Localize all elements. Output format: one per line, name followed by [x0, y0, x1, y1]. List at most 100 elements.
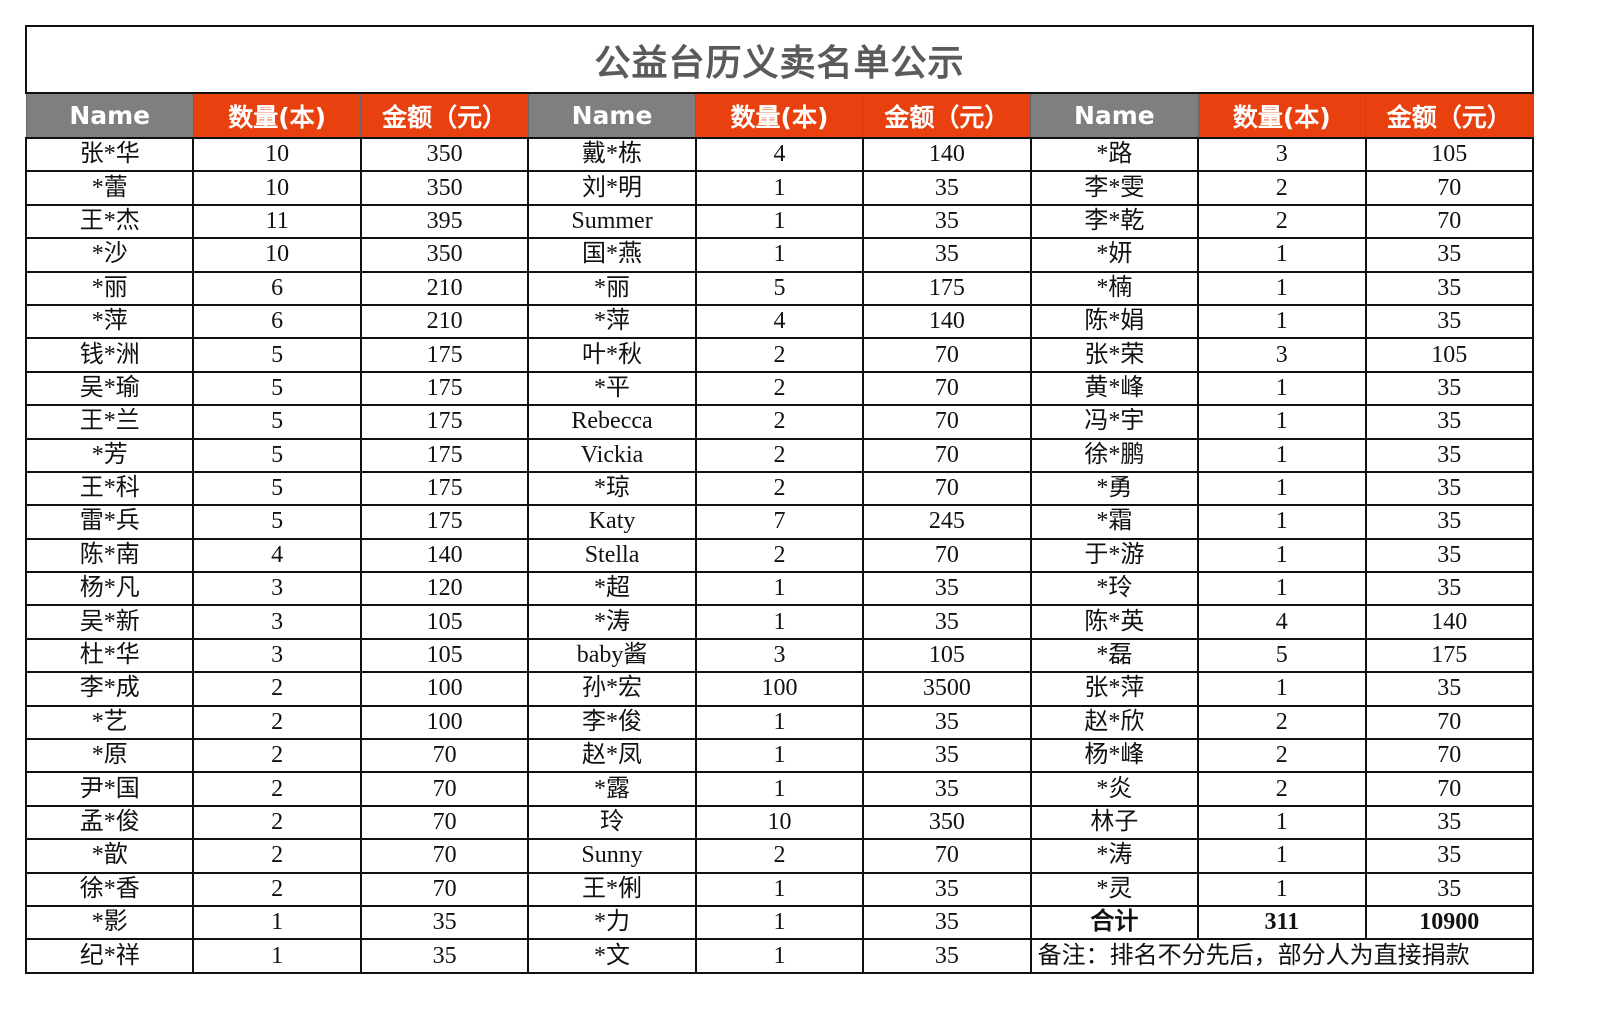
quantity-cell: 1 — [192, 904, 362, 941]
quantity-cell: 10 — [192, 136, 362, 173]
amount-cell: 35 — [862, 771, 1032, 807]
name-cell: *涛 — [1029, 838, 1200, 874]
table-row: *蕾 10 350 刘*明 1 35 李*雯 2 70 — [24, 170, 1534, 206]
name-cell: 吴*新 — [24, 604, 195, 640]
amount-cell: 35 — [862, 871, 1032, 907]
name-cell: *丽 — [527, 270, 697, 306]
name-cell: *影 — [24, 904, 195, 941]
amount-cell: 175 — [359, 504, 530, 540]
amount-cell: 35 — [1364, 504, 1534, 540]
amount-cell: 105 — [862, 637, 1032, 674]
name-cell: 叶*秋 — [527, 337, 697, 373]
name-cell: *楠 — [1029, 270, 1200, 306]
quantity-cell: 1 — [694, 904, 865, 941]
amount-cell: 70 — [359, 771, 530, 807]
quantity-cell: 2 — [1197, 203, 1367, 240]
name-cell: Vickia — [527, 437, 697, 473]
name-cell: *灵 — [1029, 871, 1200, 907]
quantity-cell: 2 — [192, 704, 362, 741]
quantity-cell: 2 — [192, 804, 362, 841]
quantity-cell: 6 — [192, 303, 362, 340]
amount-cell: 70 — [862, 470, 1032, 507]
name-cell: 尹*国 — [24, 771, 195, 807]
name-cell: 国*燕 — [527, 237, 697, 273]
quantity-cell: 2 — [694, 437, 865, 473]
name-cell: 刘*明 — [527, 170, 697, 206]
table-row: *沙 10 350 国*燕 1 35 *妍 1 35 — [24, 237, 1534, 273]
quantity-cell: 11 — [192, 203, 362, 240]
quantity-cell: 1 — [1197, 671, 1367, 707]
name-cell: 于*游 — [1029, 537, 1200, 574]
name-cell: 吴*瑜 — [24, 370, 195, 407]
quantity-cell: 1 — [694, 170, 865, 206]
amount-cell: 70 — [862, 437, 1032, 473]
quantity-cell: 3 — [1197, 337, 1367, 373]
amount-cell: 70 — [1364, 738, 1534, 774]
name-cell: 王*科 — [24, 470, 195, 507]
quantity-cell: 10 — [694, 804, 865, 841]
name-cell: *萍 — [24, 303, 195, 340]
amount-cell: 35 — [1364, 671, 1534, 707]
quantity-cell: 2 — [694, 838, 865, 874]
amount-cell: 35 — [1364, 871, 1534, 907]
amount-cell: 210 — [359, 270, 530, 306]
amount-cell: 35 — [862, 170, 1032, 206]
amount-cell: 35 — [1364, 404, 1534, 440]
amount-cell: 35 — [1364, 838, 1534, 874]
quantity-cell: 5 — [192, 337, 362, 373]
table-row: 李*成 2 100 孙*宏 100 3500 张*萍 1 35 — [24, 671, 1534, 707]
amount-cell: 3500 — [862, 671, 1032, 707]
quantity-cell: 2 — [694, 404, 865, 440]
quantity-cell: 1 — [694, 203, 865, 240]
name-cell: 李*雯 — [1029, 170, 1200, 206]
name-cell: 徐*鹏 — [1029, 437, 1200, 473]
name-cell: 王*兰 — [24, 404, 195, 440]
total-label: 合计 — [1029, 904, 1200, 941]
table-row: 王*杰 11 395 Summer 1 35 李*乾 2 70 — [24, 203, 1534, 240]
table-row: 徐*香 2 70 王*俐 1 35 *灵 1 35 — [24, 871, 1534, 907]
name-cell: *文 — [527, 938, 697, 974]
quantity-cell: 4 — [192, 537, 362, 574]
sales-list-table: 公益台历义卖名单公示 Name 数量(本) 金额（元） Name 数量(本) 金额（元） N… — [24, 25, 1535, 974]
amount-cell: 70 — [1364, 203, 1534, 240]
amount-cell: 70 — [359, 871, 530, 907]
amount-cell: 35 — [862, 237, 1032, 273]
name-cell: 张*华 — [24, 136, 195, 173]
table-row: *艺 2 100 李*俊 1 35 赵*欣 2 70 — [24, 704, 1534, 741]
name-cell: 徐*香 — [24, 871, 195, 907]
quantity-cell: 2 — [192, 671, 362, 707]
quantity-cell: 1 — [1197, 537, 1367, 574]
name-cell: 赵*欣 — [1029, 704, 1200, 741]
name-cell: *歆 — [24, 838, 195, 874]
name-cell: *琼 — [527, 470, 697, 507]
quantity-cell: 1 — [694, 871, 865, 907]
header-amount: 金额（元） — [862, 92, 1032, 139]
quantity-cell: 2 — [1197, 170, 1367, 206]
amount-cell: 70 — [862, 337, 1032, 373]
name-cell: 李*乾 — [1029, 203, 1200, 240]
name-cell: 冯*宇 — [1029, 404, 1200, 440]
amount-cell: 70 — [1364, 170, 1534, 206]
amount-cell: 35 — [862, 571, 1032, 607]
name-cell: Stella — [527, 537, 697, 574]
quantity-cell: 1 — [1197, 404, 1367, 440]
name-cell: *萍 — [527, 303, 697, 340]
amount-cell: 70 — [1364, 771, 1534, 807]
quantity-cell: 2 — [192, 838, 362, 874]
name-cell: 玲 — [527, 804, 697, 841]
quantity-cell: 5 — [1197, 637, 1367, 674]
name-cell: *霜 — [1029, 504, 1200, 540]
amount-cell: 175 — [359, 370, 530, 407]
quantity-cell: 100 — [694, 671, 865, 707]
name-cell: *平 — [527, 370, 697, 407]
table-row: 尹*国 2 70 *露 1 35 *炎 2 70 — [24, 771, 1534, 807]
amount-cell: 35 — [862, 938, 1032, 974]
table-row: *歆 2 70 Sunny 2 70 *涛 1 35 — [24, 838, 1534, 874]
header-row: Name 数量(本) 金额（元） Name 数量(本) 金额（元） Name 数量(本) 金额（… — [25, 92, 1534, 139]
amount-cell: 70 — [862, 404, 1032, 440]
amount-cell: 35 — [862, 203, 1032, 240]
total-amount: 10900 — [1364, 904, 1534, 941]
quantity-cell: 6 — [192, 270, 362, 306]
amount-cell: 70 — [359, 738, 530, 774]
name-cell: *蕾 — [24, 170, 195, 206]
